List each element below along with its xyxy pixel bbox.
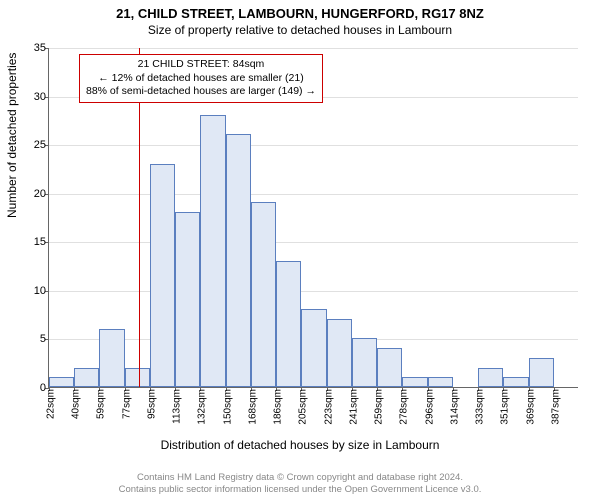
chart-container: 21, CHILD STREET, LAMBOURN, HUNGERFORD, … xyxy=(0,0,600,500)
xtick-label: 59sqm xyxy=(96,389,107,419)
xtick-label: 223sqm xyxy=(323,389,334,425)
callout-line: 21 CHILD STREET: 84sqm xyxy=(86,58,316,72)
xtick-label: 333sqm xyxy=(475,389,486,425)
xtick-label: 186sqm xyxy=(273,389,284,425)
xtick-label: 168sqm xyxy=(247,389,258,425)
histogram-bar xyxy=(402,377,427,387)
footer-line-2: Contains public sector information licen… xyxy=(0,484,600,496)
gridline xyxy=(49,291,578,292)
histogram-bar xyxy=(49,377,74,387)
histogram-bar xyxy=(175,212,200,387)
ytick-label: 35 xyxy=(16,42,46,54)
histogram-bar xyxy=(301,309,326,387)
xtick-label: 205sqm xyxy=(298,389,309,425)
histogram-bar xyxy=(150,164,175,387)
histogram-bar xyxy=(226,134,251,387)
xtick-label: 40sqm xyxy=(71,389,82,419)
histogram-bar xyxy=(251,202,276,387)
xtick-label: 241sqm xyxy=(348,389,359,425)
page-subtitle: Size of property relative to detached ho… xyxy=(0,21,600,37)
histogram-bar xyxy=(74,368,99,387)
xtick-label: 351sqm xyxy=(500,389,511,425)
x-axis-label: Distribution of detached houses by size … xyxy=(0,438,600,452)
histogram-bar xyxy=(200,115,225,387)
gridline xyxy=(49,194,578,195)
xtick-label: 113sqm xyxy=(172,389,183,424)
histogram-bar xyxy=(478,368,503,387)
histogram-bar xyxy=(327,319,352,387)
ytick-label: 30 xyxy=(16,91,46,103)
xtick-label: 77sqm xyxy=(121,389,132,419)
ytick-label: 10 xyxy=(16,285,46,297)
xtick-label: 314sqm xyxy=(449,389,460,425)
plot-area: 0510152025303522sqm40sqm59sqm77sqm95sqm1… xyxy=(48,48,578,388)
gridline xyxy=(49,48,578,49)
ytick-label: 25 xyxy=(16,139,46,151)
callout-line: 88% of semi-detached houses are larger (… xyxy=(86,85,316,99)
histogram-bar xyxy=(276,261,301,387)
xtick-label: 132sqm xyxy=(197,389,208,425)
ytick-label: 5 xyxy=(16,333,46,345)
footer-attribution: Contains HM Land Registry data © Crown c… xyxy=(0,472,600,496)
histogram-bar xyxy=(377,348,402,387)
xtick-label: 387sqm xyxy=(550,389,561,425)
xtick-label: 369sqm xyxy=(525,389,536,425)
callout-line: ← 12% of detached houses are smaller (21… xyxy=(86,72,316,86)
histogram-bar xyxy=(503,377,528,387)
ytick-label: 20 xyxy=(16,188,46,200)
xtick-label: 95sqm xyxy=(146,389,157,419)
xtick-label: 259sqm xyxy=(374,389,385,425)
xtick-label: 278sqm xyxy=(399,389,410,425)
ytick-label: 15 xyxy=(16,236,46,248)
xtick-label: 22sqm xyxy=(46,389,57,419)
ytick-label: 0 xyxy=(16,382,46,394)
histogram-bar xyxy=(529,358,554,387)
gridline xyxy=(49,145,578,146)
histogram-bar xyxy=(99,329,124,387)
callout-box: 21 CHILD STREET: 84sqm← 12% of detached … xyxy=(79,54,323,103)
xtick-label: 296sqm xyxy=(424,389,435,425)
footer-line-1: Contains HM Land Registry data © Crown c… xyxy=(0,472,600,484)
histogram-bar xyxy=(428,377,453,387)
histogram-bar xyxy=(125,368,150,387)
gridline xyxy=(49,242,578,243)
xtick-label: 150sqm xyxy=(222,389,233,425)
page-title: 21, CHILD STREET, LAMBOURN, HUNGERFORD, … xyxy=(0,0,600,21)
histogram-bar xyxy=(352,338,377,387)
chart-area: 0510152025303522sqm40sqm59sqm77sqm95sqm1… xyxy=(48,48,578,388)
